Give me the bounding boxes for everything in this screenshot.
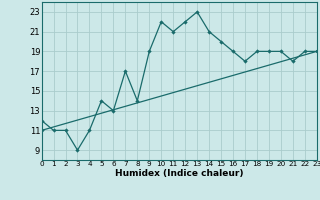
X-axis label: Humidex (Indice chaleur): Humidex (Indice chaleur) — [115, 169, 244, 178]
